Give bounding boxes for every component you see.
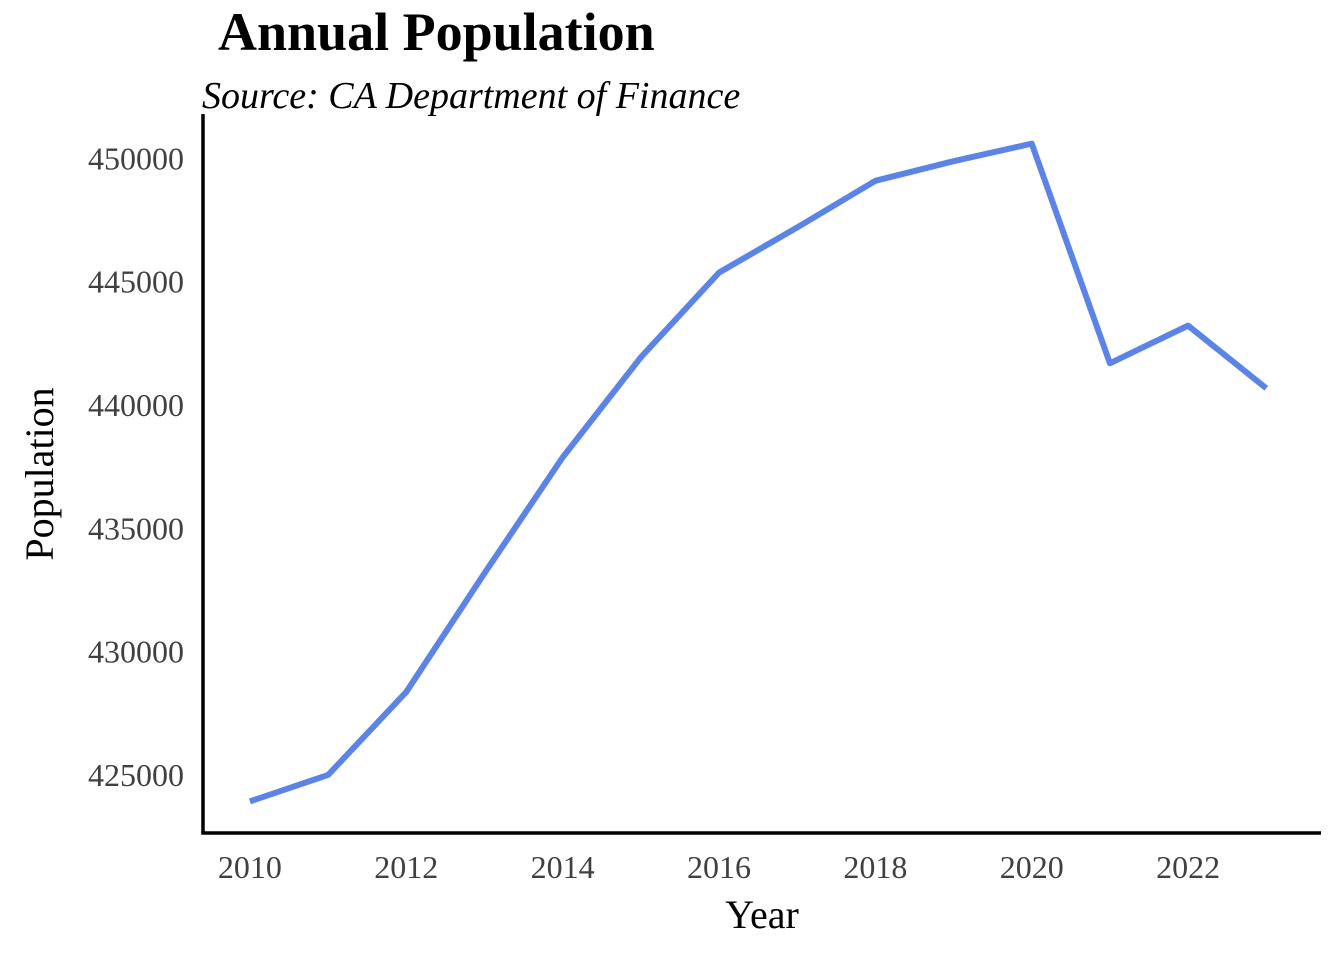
x-axis-title: Year — [725, 892, 799, 937]
chart-subtitle: Source: CA Department of Finance — [202, 75, 740, 117]
y-axis-title: Population — [17, 387, 62, 560]
x-tick-label: 2014 — [531, 849, 595, 885]
y-tick-label: 450000 — [88, 140, 184, 176]
y-tick-label: 440000 — [88, 387, 184, 423]
x-tick-label: 2020 — [1000, 849, 1064, 885]
x-axis-ticks: 2010 2012 2014 2016 2018 2020 2022 — [218, 849, 1220, 885]
chart-title: Annual Population — [218, 2, 655, 62]
y-tick-label: 425000 — [88, 757, 184, 793]
y-tick-label: 435000 — [88, 510, 184, 546]
x-tick-label: 2010 — [218, 849, 282, 885]
y-tick-label: 430000 — [88, 634, 184, 670]
y-axis-ticks: 425000 430000 435000 440000 445000 450000 — [88, 140, 184, 793]
x-tick-label: 2018 — [843, 849, 907, 885]
y-tick-label: 445000 — [88, 264, 184, 300]
x-tick-label: 2022 — [1156, 849, 1220, 885]
population-series-line — [248, 140, 1269, 805]
x-tick-label: 2012 — [374, 849, 438, 885]
x-tick-label: 2016 — [687, 849, 751, 885]
